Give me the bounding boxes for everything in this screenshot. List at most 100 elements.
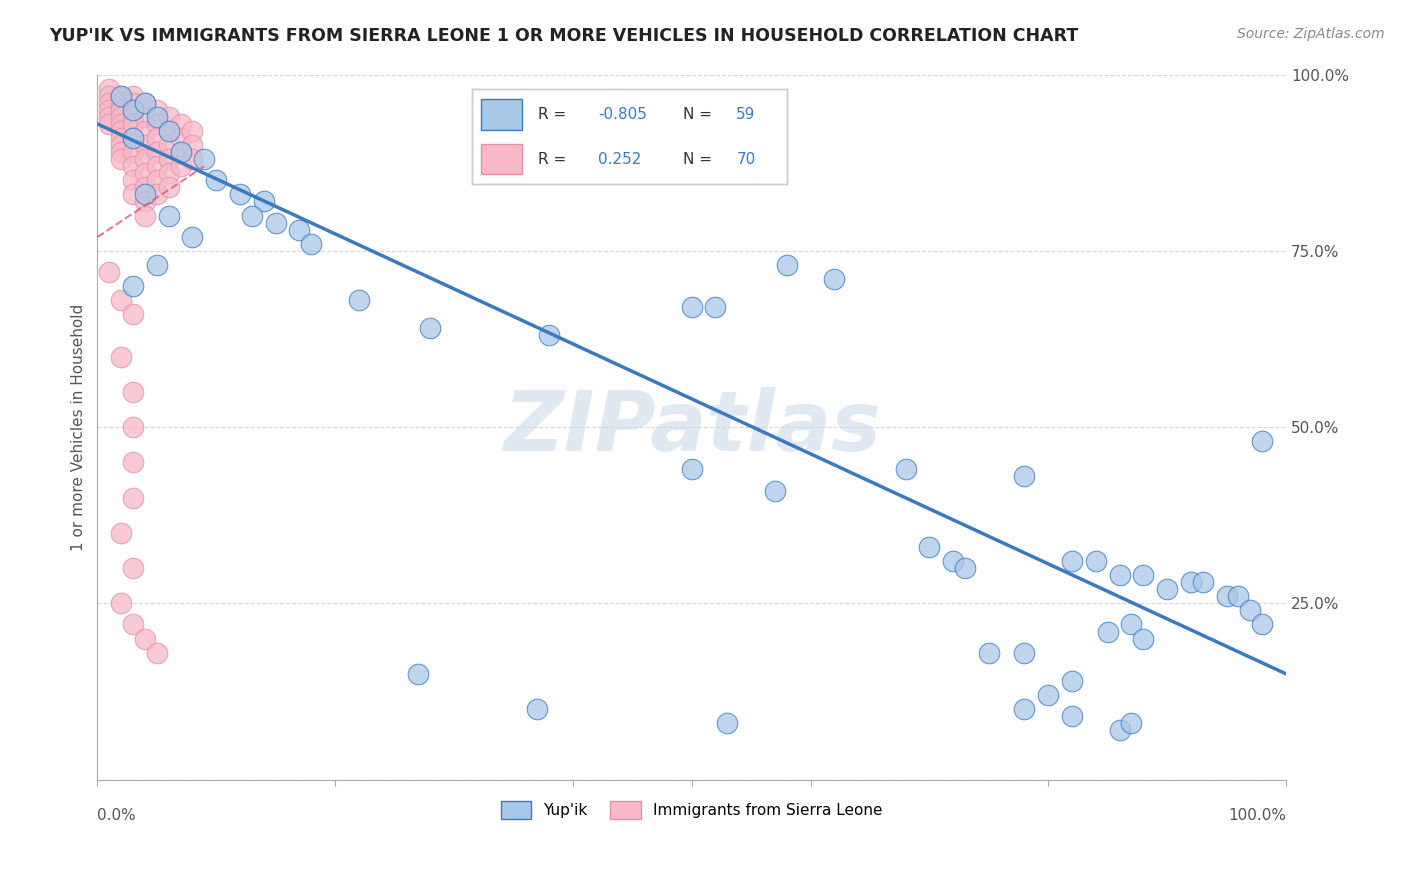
Point — [1239, 603, 1261, 617]
Point — [110, 525, 132, 540]
Point — [169, 145, 191, 159]
Point — [406, 666, 429, 681]
Point — [264, 216, 287, 230]
Point — [110, 117, 132, 131]
Point — [146, 131, 169, 145]
Point — [122, 117, 145, 131]
Text: 100.0%: 100.0% — [1227, 808, 1286, 822]
Point — [205, 173, 228, 187]
Point — [181, 138, 204, 153]
Point — [110, 145, 132, 159]
Point — [1121, 617, 1143, 632]
Point — [1156, 582, 1178, 597]
Point — [157, 138, 180, 153]
Point — [288, 222, 311, 236]
Point — [347, 293, 370, 307]
Point — [134, 95, 156, 110]
Point — [134, 187, 156, 202]
Point — [122, 307, 145, 321]
Point — [704, 300, 727, 314]
Point — [98, 117, 121, 131]
Point — [122, 110, 145, 124]
Point — [1084, 554, 1107, 568]
Point — [763, 483, 786, 498]
Point — [98, 95, 121, 110]
Point — [122, 95, 145, 110]
Point — [122, 88, 145, 103]
Point — [1038, 688, 1060, 702]
Point — [110, 596, 132, 610]
Point — [110, 293, 132, 307]
Point — [122, 187, 145, 202]
Point — [122, 131, 145, 145]
Point — [169, 117, 191, 131]
Point — [193, 152, 215, 166]
Point — [134, 166, 156, 180]
Point — [98, 81, 121, 95]
Point — [1251, 617, 1274, 632]
Point — [1060, 709, 1083, 723]
Point — [146, 110, 169, 124]
Point — [134, 180, 156, 194]
Point — [942, 554, 965, 568]
Point — [122, 145, 145, 159]
Point — [1180, 575, 1202, 590]
Point — [134, 110, 156, 124]
Point — [1191, 575, 1213, 590]
Point — [537, 328, 560, 343]
Point — [122, 384, 145, 399]
Point — [110, 95, 132, 110]
Point — [1121, 716, 1143, 731]
Point — [1014, 469, 1036, 483]
Point — [169, 159, 191, 173]
Point — [419, 321, 441, 335]
Point — [134, 632, 156, 646]
Point — [110, 88, 132, 103]
Point — [110, 88, 132, 103]
Point — [110, 138, 132, 153]
Point — [122, 173, 145, 187]
Point — [157, 209, 180, 223]
Point — [134, 209, 156, 223]
Point — [146, 117, 169, 131]
Point — [526, 702, 548, 716]
Point — [146, 187, 169, 202]
Point — [918, 540, 941, 554]
Point — [122, 455, 145, 469]
Point — [122, 103, 145, 117]
Point — [134, 138, 156, 153]
Point — [181, 124, 204, 138]
Point — [122, 617, 145, 632]
Point — [134, 95, 156, 110]
Point — [1251, 434, 1274, 449]
Point — [134, 124, 156, 138]
Point — [98, 265, 121, 279]
Text: 0.0%: 0.0% — [97, 808, 136, 822]
Point — [110, 103, 132, 117]
Point — [1132, 568, 1154, 582]
Point — [776, 258, 799, 272]
Point — [1108, 568, 1130, 582]
Point — [253, 194, 276, 209]
Point — [134, 152, 156, 166]
Text: ZIPatlas: ZIPatlas — [503, 386, 880, 467]
Point — [122, 491, 145, 505]
Point — [146, 145, 169, 159]
Point — [146, 258, 169, 272]
Point — [110, 350, 132, 364]
Point — [122, 420, 145, 434]
Point — [229, 187, 252, 202]
Point — [1132, 632, 1154, 646]
Point — [146, 103, 169, 117]
Point — [716, 716, 738, 731]
Point — [1108, 723, 1130, 738]
Point — [181, 152, 204, 166]
Point — [1227, 589, 1250, 603]
Point — [98, 103, 121, 117]
Y-axis label: 1 or more Vehicles in Household: 1 or more Vehicles in Household — [72, 303, 86, 550]
Point — [122, 159, 145, 173]
Point — [1014, 702, 1036, 716]
Point — [157, 110, 180, 124]
Point — [134, 194, 156, 209]
Point — [894, 462, 917, 476]
